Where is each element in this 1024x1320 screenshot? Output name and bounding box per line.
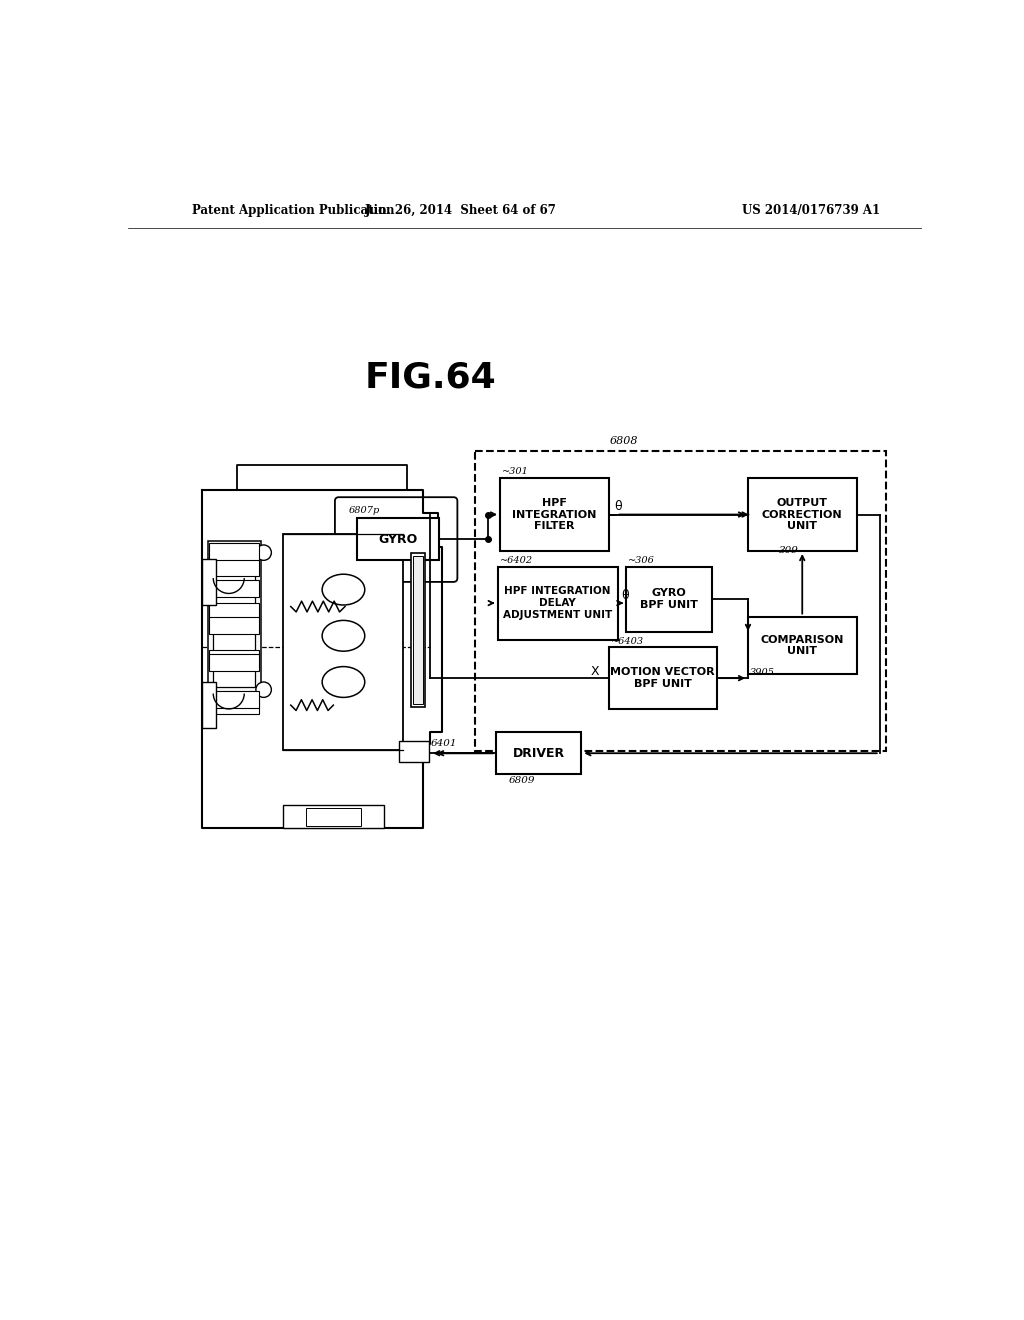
Text: 6401: 6401 xyxy=(430,739,457,748)
Text: ~306: ~306 xyxy=(628,556,654,565)
Text: 6807p: 6807p xyxy=(349,506,380,515)
Bar xyxy=(399,741,429,762)
Bar xyxy=(748,616,856,675)
Text: θ: θ xyxy=(614,500,623,513)
Bar xyxy=(209,649,259,668)
Bar xyxy=(213,549,255,688)
Bar xyxy=(209,655,259,671)
Bar xyxy=(498,566,617,640)
Bar xyxy=(209,696,259,714)
Text: FIG.64: FIG.64 xyxy=(365,360,496,395)
Text: MOTION VECTOR
BPF UNIT: MOTION VECTOR BPF UNIT xyxy=(610,668,715,689)
Circle shape xyxy=(256,545,271,561)
Ellipse shape xyxy=(323,620,365,651)
Bar xyxy=(748,478,856,552)
Bar xyxy=(627,566,712,632)
FancyBboxPatch shape xyxy=(335,498,458,582)
Text: GYRO: GYRO xyxy=(379,533,418,545)
Bar xyxy=(357,517,438,560)
Bar xyxy=(209,618,259,635)
Text: X: X xyxy=(590,665,599,678)
Text: 6808: 6808 xyxy=(609,436,638,446)
Bar xyxy=(500,478,608,552)
Bar xyxy=(209,692,259,708)
Bar xyxy=(306,808,360,826)
Text: ~6403: ~6403 xyxy=(611,636,644,645)
Text: 309: 309 xyxy=(779,546,799,554)
Bar xyxy=(608,647,717,709)
Text: Jun. 26, 2014  Sheet 64 of 67: Jun. 26, 2014 Sheet 64 of 67 xyxy=(366,205,557,218)
Bar xyxy=(208,541,260,696)
Text: HPF
INTEGRATION
FILTER: HPF INTEGRATION FILTER xyxy=(512,498,596,531)
Bar xyxy=(475,451,886,751)
Ellipse shape xyxy=(323,667,365,697)
Text: 3905: 3905 xyxy=(751,668,775,677)
Bar xyxy=(202,682,216,729)
Text: 6809: 6809 xyxy=(509,776,535,785)
Bar xyxy=(209,603,259,622)
Text: ~301: ~301 xyxy=(503,467,529,477)
Text: COMPARISON
UNIT: COMPARISON UNIT xyxy=(761,635,844,656)
Bar xyxy=(209,544,259,561)
Circle shape xyxy=(256,682,271,697)
Text: θ: θ xyxy=(622,589,630,602)
Bar xyxy=(496,733,582,775)
Text: GYRO
BPF UNIT: GYRO BPF UNIT xyxy=(640,589,698,610)
Bar xyxy=(202,558,216,605)
Bar xyxy=(209,557,259,576)
Bar xyxy=(411,553,425,706)
Ellipse shape xyxy=(323,574,365,605)
Bar xyxy=(283,535,403,750)
Text: ~6402: ~6402 xyxy=(500,556,534,565)
Bar xyxy=(209,581,259,597)
Bar xyxy=(414,556,423,704)
Text: DRIVER: DRIVER xyxy=(513,747,565,760)
Bar xyxy=(283,805,384,829)
Text: US 2014/0176739 A1: US 2014/0176739 A1 xyxy=(741,205,880,218)
Text: HPF INTEGRATION
DELAY
ADJUSTMENT UNIT: HPF INTEGRATION DELAY ADJUSTMENT UNIT xyxy=(503,586,612,619)
Text: OUTPUT
CORRECTION
UNIT: OUTPUT CORRECTION UNIT xyxy=(762,498,843,531)
Text: Patent Application Publication: Patent Application Publication xyxy=(193,205,395,218)
